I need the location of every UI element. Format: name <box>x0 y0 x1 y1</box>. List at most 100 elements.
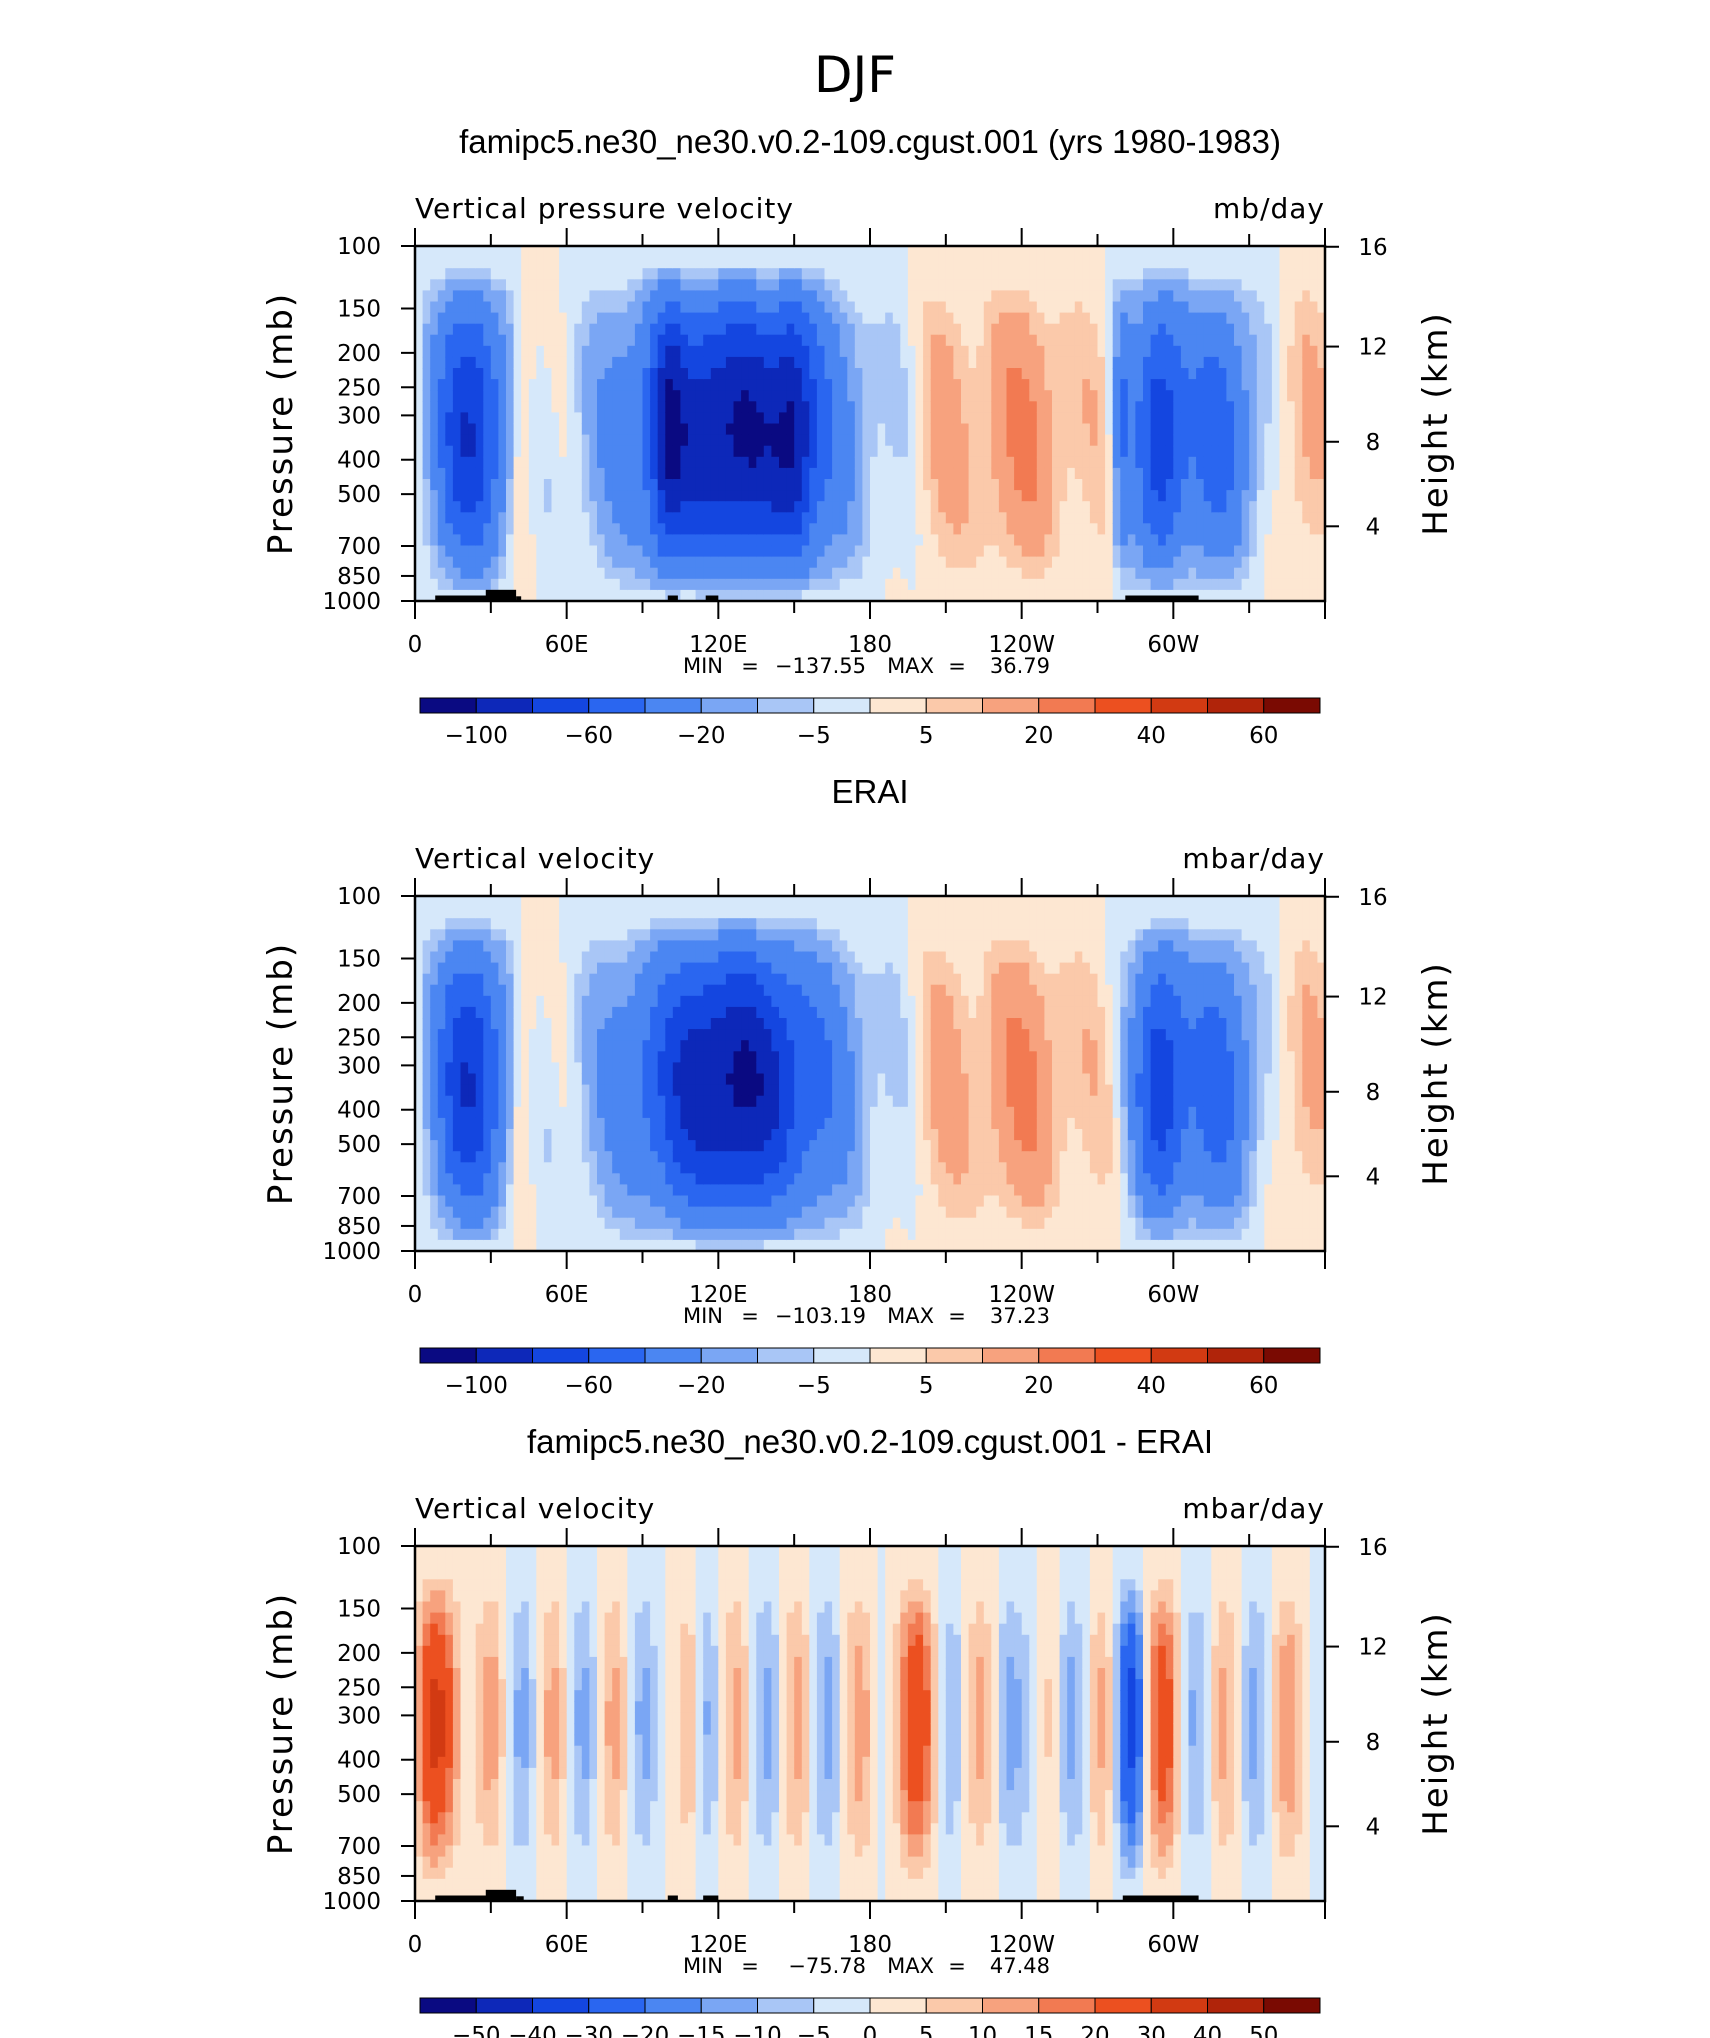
heatmap-cell <box>566 323 575 336</box>
heatmap-cell <box>589 929 598 941</box>
heatmap-cell <box>1218 379 1227 391</box>
heatmap-cell <box>604 301 613 314</box>
heatmap-cell <box>1127 356 1136 369</box>
heatmap-cell <box>415 434 424 447</box>
heatmap-cell <box>460 907 469 919</box>
heatmap-cell <box>460 896 469 908</box>
heatmap-cell <box>1173 556 1182 569</box>
heatmap-cell <box>1287 534 1296 547</box>
heatmap-cell <box>680 512 689 524</box>
heatmap-cell <box>1029 301 1038 314</box>
heatmap-cell <box>452 1206 462 1219</box>
heatmap-cell <box>756 290 765 303</box>
heatmap-cell <box>1097 301 1106 314</box>
heatmap-cell <box>528 1217 537 1230</box>
heatmap-cell <box>619 907 628 919</box>
heatmap-cell <box>1241 434 1250 447</box>
heatmap-cell <box>854 534 863 547</box>
heatmap-cell <box>468 345 477 358</box>
heatmap-cell <box>1249 523 1258 535</box>
heatmap-cell <box>763 379 772 391</box>
heatmap-cell <box>1089 379 1099 391</box>
heatmap-cell <box>604 1051 613 1063</box>
heatmap-cell <box>1006 545 1015 558</box>
heatmap-cell <box>1317 456 1326 469</box>
heatmap-cell <box>983 534 992 547</box>
heatmap-cell <box>612 534 621 547</box>
heatmap-cell <box>1112 501 1121 513</box>
heatmap-cell <box>1256 401 1265 413</box>
heatmap-cell <box>650 1206 659 1219</box>
heatmap-cell <box>801 334 810 347</box>
heatmap-cell <box>1211 345 1220 358</box>
heatmap-cell <box>1196 501 1205 513</box>
heatmap-cell <box>452 523 462 535</box>
heatmap-cell <box>763 467 772 480</box>
heatmap-cell <box>1203 556 1212 569</box>
heatmap-cell <box>741 534 750 547</box>
heatmap-cell <box>498 1173 507 1185</box>
heatmap-cell <box>756 545 765 558</box>
heatmap-cell <box>1317 545 1326 558</box>
heatmap-cell <box>930 246 939 258</box>
heatmap-cell <box>1059 501 1068 513</box>
heatmap-cell <box>589 1129 598 1141</box>
heatmap-cell <box>1234 523 1243 535</box>
heatmap-cell <box>1173 567 1182 580</box>
heatmap-cell <box>528 940 537 953</box>
heatmap-cell <box>794 456 803 469</box>
heatmap-cell <box>930 290 939 303</box>
heatmap-cell <box>452 1051 462 1063</box>
heatmap-cell <box>422 1106 431 1119</box>
heatmap-cell <box>1180 456 1190 469</box>
heatmap-cell <box>1105 268 1114 280</box>
heatmap-cell <box>968 290 977 303</box>
heatmap-cell <box>695 379 704 391</box>
heatmap-cell <box>915 445 924 458</box>
heatmap-cell <box>445 257 454 269</box>
heatmap-cell <box>1120 445 1129 458</box>
heatmap-cell <box>604 1173 613 1185</box>
heatmap-cell <box>1014 301 1023 314</box>
colorbar-swatch <box>925 697 983 714</box>
heatmap-cell <box>1211 290 1220 303</box>
heatmap-cell <box>1021 356 1030 369</box>
heatmap-cell <box>695 301 704 314</box>
heatmap-cell <box>1173 578 1182 591</box>
heatmap-cell <box>528 929 537 941</box>
heatmap-cell <box>483 434 492 447</box>
heatmap-cell <box>634 312 644 325</box>
heatmap-cell <box>688 456 697 469</box>
heatmap-cell <box>1143 390 1152 402</box>
heatmap-cell <box>1052 368 1061 380</box>
heatmap-cell <box>506 523 515 535</box>
heatmap-cell <box>657 379 666 391</box>
heatmap-cell <box>445 423 454 436</box>
heatmap-cell <box>452 1140 462 1152</box>
heatmap-cell <box>1029 512 1038 524</box>
heatmap-cell <box>938 589 947 602</box>
heatmap-cell <box>756 556 765 569</box>
heatmap-cell <box>468 1040 477 1052</box>
heatmap-cell <box>506 534 515 547</box>
heatmap-cell <box>574 1117 583 1130</box>
heatmap-cell <box>1036 445 1045 458</box>
heatmap-cell <box>1082 456 1091 469</box>
heatmap-cell <box>862 501 871 513</box>
heatmap-cell <box>1097 345 1106 358</box>
heatmap-cell <box>915 523 924 535</box>
heatmap-cell <box>877 312 886 325</box>
heatmap-cell <box>559 290 568 303</box>
heatmap-cell <box>839 479 848 491</box>
heatmap-cell <box>847 589 856 602</box>
heatmap-cell <box>877 345 886 358</box>
heatmap-cell <box>688 345 697 358</box>
heatmap-cell <box>718 545 727 558</box>
heatmap-cell <box>672 578 681 591</box>
heatmap-cell <box>536 257 545 269</box>
heatmap-cell <box>1006 523 1015 535</box>
heatmap-cell <box>718 401 727 413</box>
heatmap-cell <box>1196 268 1205 280</box>
heatmap-cell <box>991 545 1000 558</box>
heatmap-cell <box>551 401 560 413</box>
